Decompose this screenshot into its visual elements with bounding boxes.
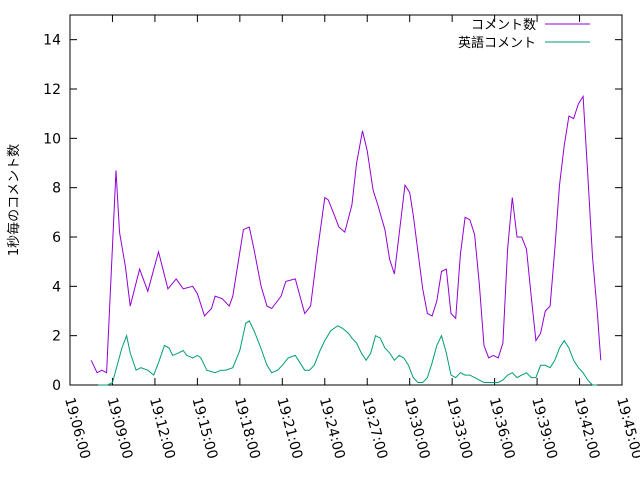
x-tick-label: 19:15:00 [189, 396, 221, 461]
x-tick-label: 19:12:00 [146, 396, 178, 461]
y-tick-labels: 0 2 4 6 8 10 12 14 [43, 33, 61, 394]
y-tick-label: 12 [43, 82, 61, 98]
y-tick-label: 14 [43, 33, 61, 49]
y-axis-label: 1秒毎のコメント数 [6, 144, 22, 256]
x-tick-label: 19:24:00 [316, 396, 348, 461]
x-tick-label: 19:39:00 [528, 396, 560, 461]
y-tick-label: 2 [52, 329, 61, 345]
series-line-2 [98, 320, 598, 386]
y-tick-label: 10 [43, 131, 61, 147]
plot-frame [69, 14, 623, 386]
x-tick-label: 19:27:00 [358, 396, 390, 461]
y-tick-label: 4 [52, 279, 61, 295]
x-tick-label: 19:06:00 [61, 396, 93, 461]
legend-label-1: コメント数 [471, 18, 536, 33]
legend-label-2: 英語コメント [458, 35, 536, 51]
x-tick-label: 19:09:00 [104, 396, 136, 461]
y-tick-label: 6 [52, 230, 61, 246]
x-tick-label: 19:45:00 [613, 396, 640, 461]
series-line-1 [90, 94, 602, 374]
series-lines [90, 94, 602, 386]
x-tick-label: 19:36:00 [486, 396, 518, 461]
axis-ticks [69, 15, 623, 386]
x-tick-label: 19:30:00 [401, 396, 433, 461]
x-tick-label: 19:18:00 [231, 396, 263, 461]
y-tick-label: 0 [52, 378, 61, 394]
y-tick-label: 8 [52, 181, 61, 197]
x-tick-labels: 19:06:00 19:09:00 19:12:00 19:15:00 19:18:00… [61, 396, 640, 461]
x-tick-label: 19:21:00 [273, 396, 305, 461]
x-tick-label: 19:42:00 [571, 396, 603, 461]
x-tick-label: 19:33:00 [443, 396, 475, 461]
